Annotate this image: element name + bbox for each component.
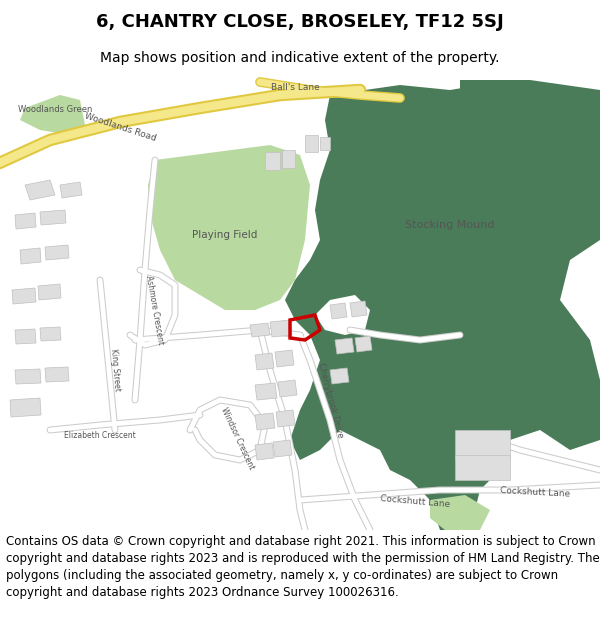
Polygon shape (250, 323, 270, 337)
Polygon shape (320, 137, 330, 150)
Polygon shape (15, 369, 41, 384)
Polygon shape (278, 380, 297, 397)
Polygon shape (20, 95, 85, 135)
Polygon shape (12, 288, 36, 304)
Text: Windsor Crescent: Windsor Crescent (220, 406, 256, 471)
Text: King Street: King Street (109, 348, 121, 392)
Polygon shape (255, 353, 274, 370)
Polygon shape (455, 455, 510, 480)
Polygon shape (10, 398, 41, 417)
Polygon shape (40, 327, 61, 341)
Text: 6, CHANTRY CLOSE, BROSELEY, TF12 5SJ: 6, CHANTRY CLOSE, BROSELEY, TF12 5SJ (96, 13, 504, 31)
Polygon shape (148, 145, 310, 310)
Polygon shape (255, 383, 277, 400)
Text: Woodlands Green: Woodlands Green (18, 106, 92, 114)
Polygon shape (330, 368, 349, 384)
Text: Elizabeth Crescent: Elizabeth Crescent (64, 431, 136, 439)
Polygon shape (460, 80, 600, 170)
Text: Contains OS data © Crown copyright and database right 2021. This information is : Contains OS data © Crown copyright and d… (6, 535, 600, 599)
Polygon shape (276, 410, 295, 427)
Polygon shape (355, 336, 372, 352)
Polygon shape (273, 440, 292, 457)
Polygon shape (15, 213, 36, 229)
Polygon shape (282, 150, 295, 168)
Polygon shape (330, 303, 347, 319)
Polygon shape (455, 430, 510, 460)
Polygon shape (45, 367, 69, 382)
Polygon shape (305, 135, 318, 152)
Polygon shape (60, 182, 82, 198)
Polygon shape (270, 320, 292, 337)
Text: Stocking Mound: Stocking Mound (405, 220, 495, 230)
Text: Cockshutt Lane: Cockshutt Lane (380, 494, 451, 509)
Text: Cockshutt Lane: Cockshutt Lane (500, 486, 570, 498)
Polygon shape (25, 180, 55, 200)
Polygon shape (45, 245, 69, 260)
Polygon shape (350, 301, 367, 317)
Polygon shape (40, 210, 66, 225)
Polygon shape (15, 329, 36, 344)
Text: Cherrybrook Drive: Cherrybrook Drive (316, 361, 344, 439)
Polygon shape (255, 443, 274, 460)
Polygon shape (265, 152, 280, 170)
Text: Map shows position and indicative extent of the property.: Map shows position and indicative extent… (100, 51, 500, 64)
Text: Woodlands Road: Woodlands Road (83, 111, 157, 143)
Text: Playing Field: Playing Field (193, 230, 257, 240)
Polygon shape (20, 248, 41, 264)
Polygon shape (430, 495, 490, 530)
Polygon shape (335, 338, 354, 354)
Polygon shape (38, 284, 61, 300)
Text: Ball's Lane: Ball's Lane (271, 82, 319, 91)
Polygon shape (255, 413, 275, 430)
Polygon shape (275, 350, 294, 367)
Polygon shape (285, 80, 600, 530)
Text: Ashmore Crescent: Ashmore Crescent (145, 275, 166, 345)
Polygon shape (315, 295, 370, 335)
